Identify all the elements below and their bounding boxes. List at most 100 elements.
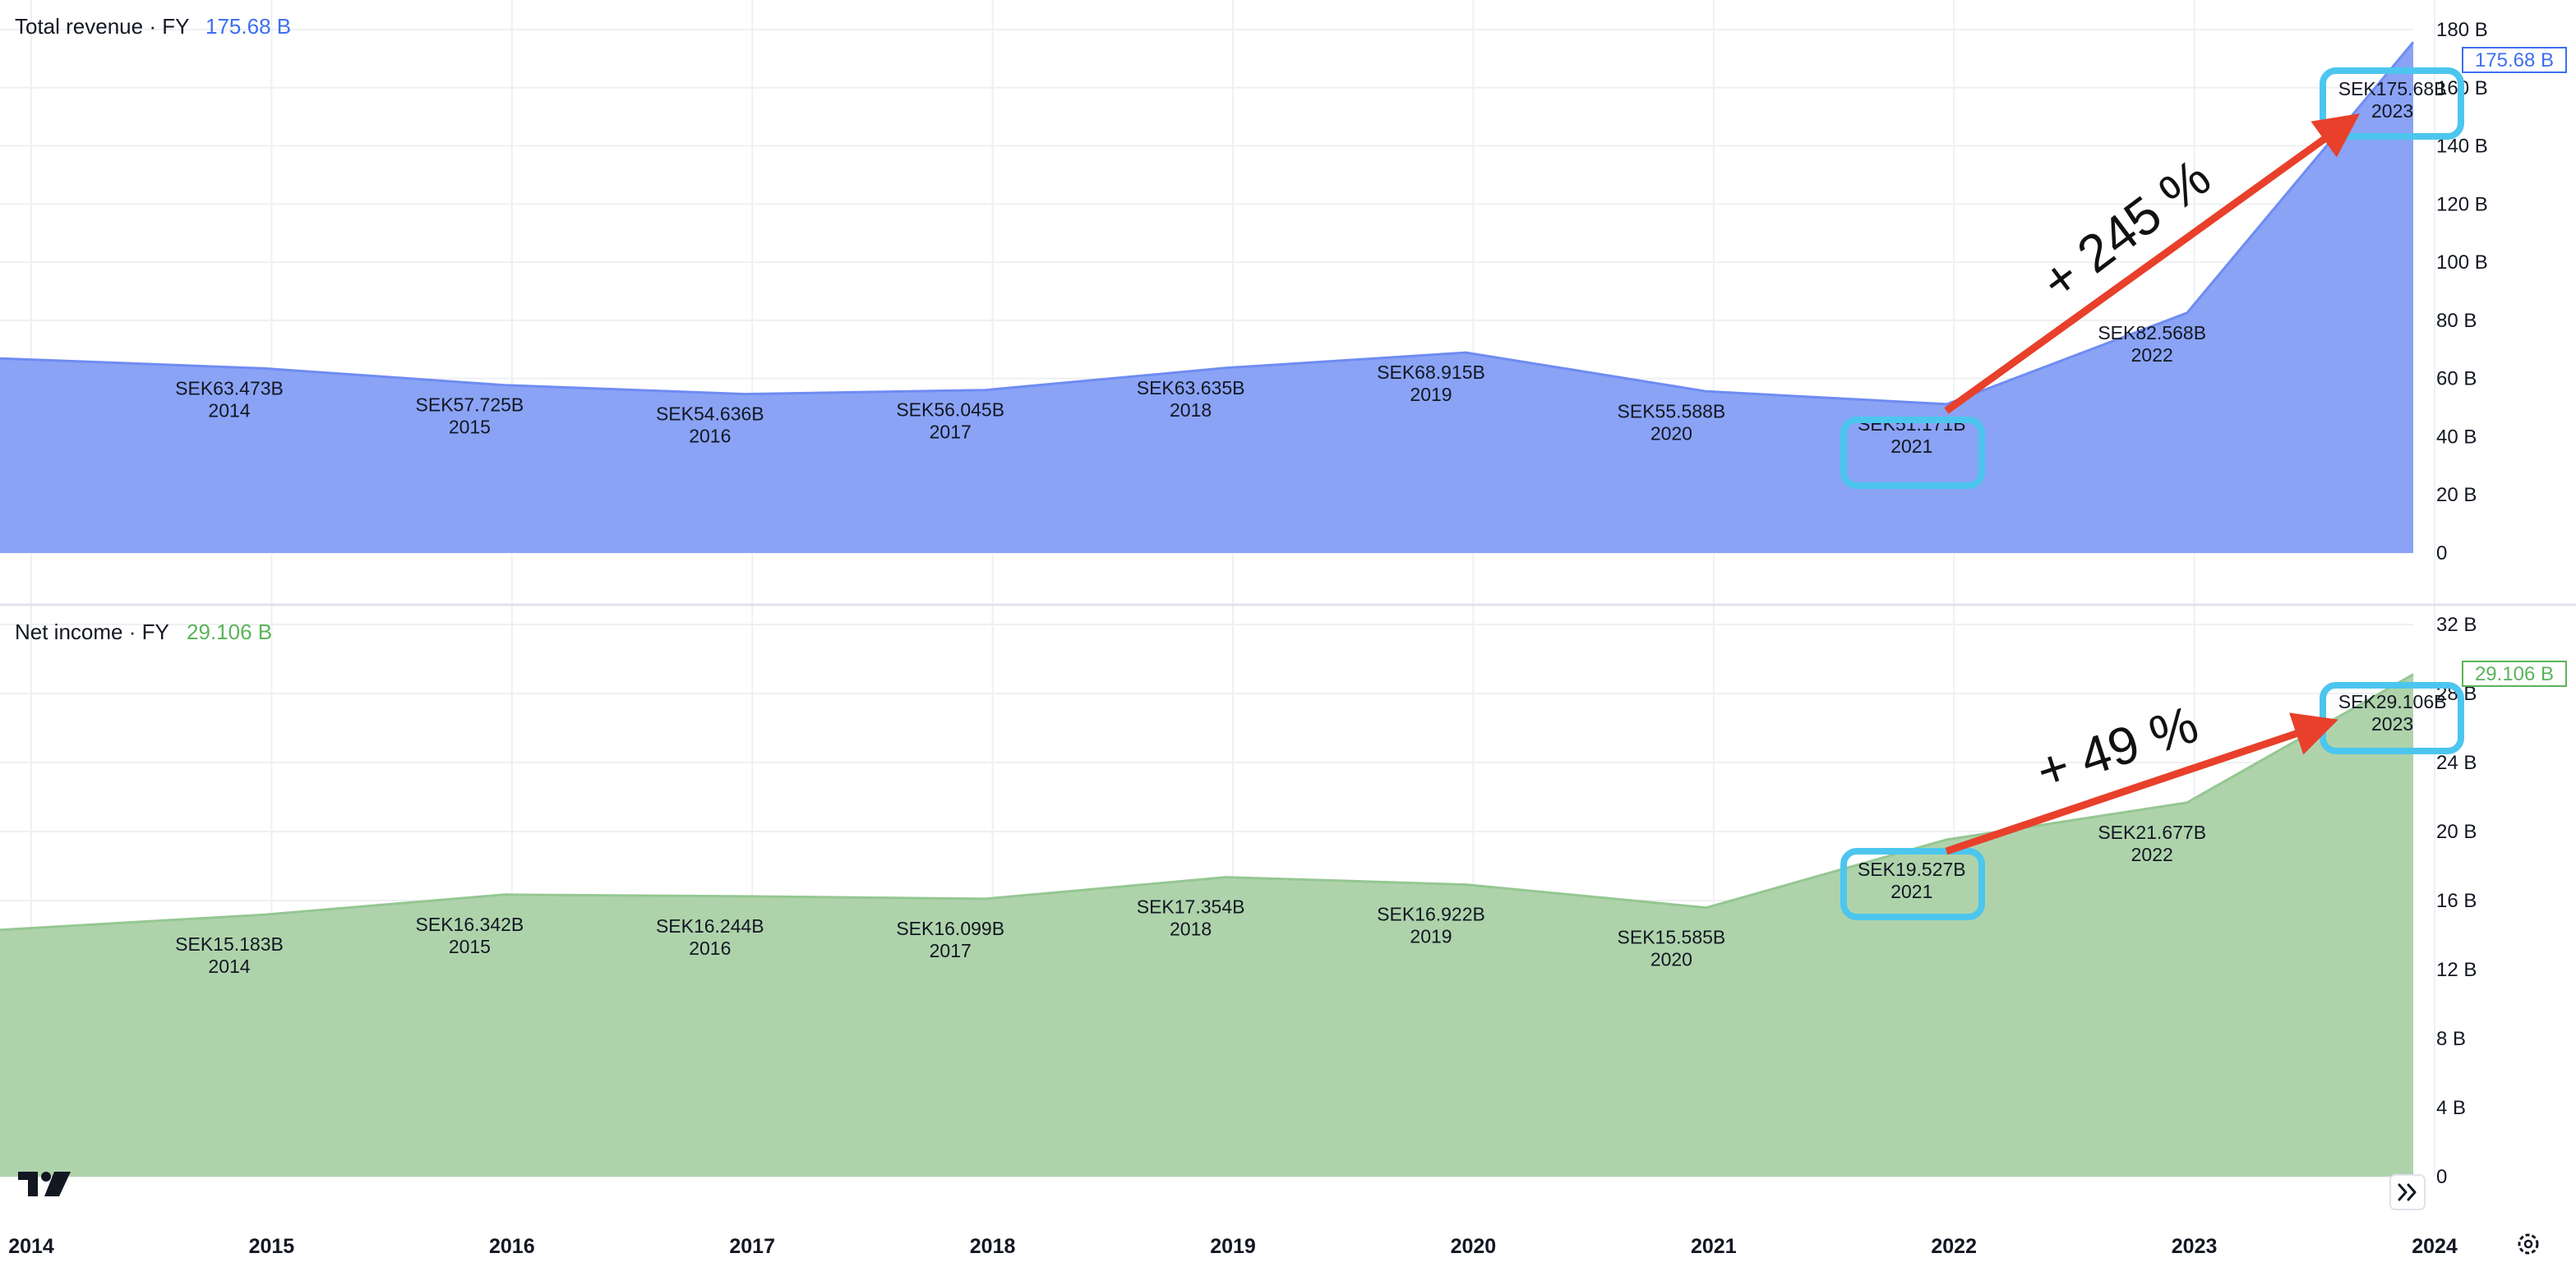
- data-label-value: SEK15.183B: [175, 933, 284, 955]
- data-label-value: SEK17.354B: [1137, 896, 1245, 918]
- data-label-year: 2019: [1410, 384, 1452, 405]
- y-tick-label: 0: [2436, 1166, 2447, 1188]
- income-area: [0, 674, 2413, 1177]
- y-tick-label: 32 B: [2436, 614, 2477, 636]
- data-label-value: SEK63.473B: [175, 377, 284, 399]
- x-tick-label: 2017: [729, 1235, 775, 1258]
- revenue-area: [0, 42, 2413, 554]
- x-tick-label: 2016: [489, 1235, 535, 1258]
- y-tick-label: 24 B: [2436, 752, 2477, 774]
- data-label-year: 2023: [2371, 100, 2413, 122]
- data-label-value: SEK15.585B: [1618, 927, 1726, 948]
- data-label-year: 2018: [1170, 919, 1212, 940]
- income-pane-title: Net income · FY: [15, 620, 169, 644]
- y-tick-label: 8 B: [2436, 1028, 2466, 1050]
- data-label-value: SEK16.342B: [416, 914, 524, 935]
- data-label-value: SEK57.725B: [416, 394, 524, 416]
- data-label-year: 2021: [1890, 435, 1932, 457]
- data-label-value: SEK16.244B: [656, 915, 764, 937]
- tradingview-logo-icon[interactable]: [18, 1172, 71, 1196]
- x-tick-label: 2020: [1451, 1235, 1497, 1258]
- double-chevron-right-icon: [2398, 1183, 2417, 1201]
- revenue-pane-title: Total revenue · FY: [15, 14, 189, 39]
- data-label-year: 2017: [930, 422, 972, 443]
- series-areas: [0, 41, 2415, 1177]
- y-tick-label: 120 B: [2436, 193, 2488, 215]
- y-tick-label: 16 B: [2436, 890, 2477, 912]
- y-tick-label: 20 B: [2436, 484, 2477, 506]
- data-label-year: 2022: [2131, 344, 2173, 366]
- data-label-value: SEK82.568B: [2098, 322, 2206, 343]
- y-tick-label: 40 B: [2436, 426, 2477, 448]
- x-tick-label: 2018: [970, 1235, 1016, 1258]
- scroll-to-realtime-button[interactable]: [2389, 1174, 2426, 1210]
- highlight-box-income-2021: [1840, 848, 1985, 920]
- data-label-value: SEK21.677B: [2098, 822, 2206, 843]
- y-tick-label: 20 B: [2436, 821, 2477, 843]
- data-label-year: 2016: [689, 938, 731, 959]
- svg-text:29.106 B: 29.106 B: [2475, 663, 2554, 685]
- data-label-year: 2018: [1170, 399, 1212, 421]
- data-label-year: 2016: [689, 426, 731, 447]
- revenue-last-value: 175.68 B: [205, 14, 291, 39]
- data-label-value: SEK55.588B: [1618, 400, 1726, 422]
- settings-gear-icon[interactable]: [2518, 1233, 2539, 1255]
- data-label-value: SEK51.171B: [1858, 413, 1966, 435]
- y-tick-label: 80 B: [2436, 310, 2477, 332]
- y-tick-label: 4 B: [2436, 1097, 2466, 1119]
- data-label-year: 2019: [1410, 926, 1452, 947]
- data-label-value: SEK16.099B: [896, 918, 1004, 939]
- data-label-value: SEK29.106B: [2338, 691, 2447, 712]
- data-label-value: SEK54.636B: [656, 403, 764, 425]
- data-label-value: SEK56.045B: [896, 399, 1004, 421]
- y-tick-label: 0: [2436, 542, 2447, 564]
- data-label-value: SEK19.527B: [1858, 859, 1966, 880]
- x-tick-label: 2022: [1931, 1235, 1977, 1258]
- y-tick-label: 60 B: [2436, 368, 2477, 390]
- data-label-value: SEK16.922B: [1377, 904, 1485, 925]
- data-label-year: 2020: [1650, 422, 1692, 444]
- highlight-box-revenue-2021: [1840, 417, 1985, 489]
- x-tick-label: 2021: [1691, 1235, 1737, 1258]
- data-label-value: SEK175.68B: [2338, 78, 2447, 99]
- highlight-box-revenue-2023: [2320, 67, 2464, 140]
- x-tick-label: 2024: [2412, 1235, 2458, 1258]
- axes: 2014 2015 2016 2017 2018 2019 2020 2021 2022 2023…: [8, 19, 2488, 1258]
- income-growth-arrow: [1945, 712, 2338, 855]
- income-last-value: 29.106 B: [187, 620, 272, 644]
- x-tick-label: 2023: [2172, 1235, 2218, 1258]
- data-label-value: SEK68.915B: [1377, 362, 1485, 383]
- data-label-year: 2015: [449, 936, 491, 957]
- y-tick-label: 12 B: [2436, 959, 2477, 981]
- revenue-line: [0, 41, 2415, 406]
- income-growth-annotation: + 49 %: [2029, 694, 2204, 802]
- data-label-year: 2015: [449, 417, 491, 438]
- x-tick-label: 2014: [8, 1235, 54, 1258]
- data-label-year: 2023: [2371, 713, 2413, 735]
- y-tick-label: 180 B: [2436, 19, 2488, 41]
- revenue-price-tag: 175.68 B: [2462, 47, 2567, 73]
- y-tick-label: 100 B: [2436, 251, 2488, 274]
- x-tick-label: 2015: [249, 1235, 295, 1258]
- data-label-year: 2020: [1650, 949, 1692, 970]
